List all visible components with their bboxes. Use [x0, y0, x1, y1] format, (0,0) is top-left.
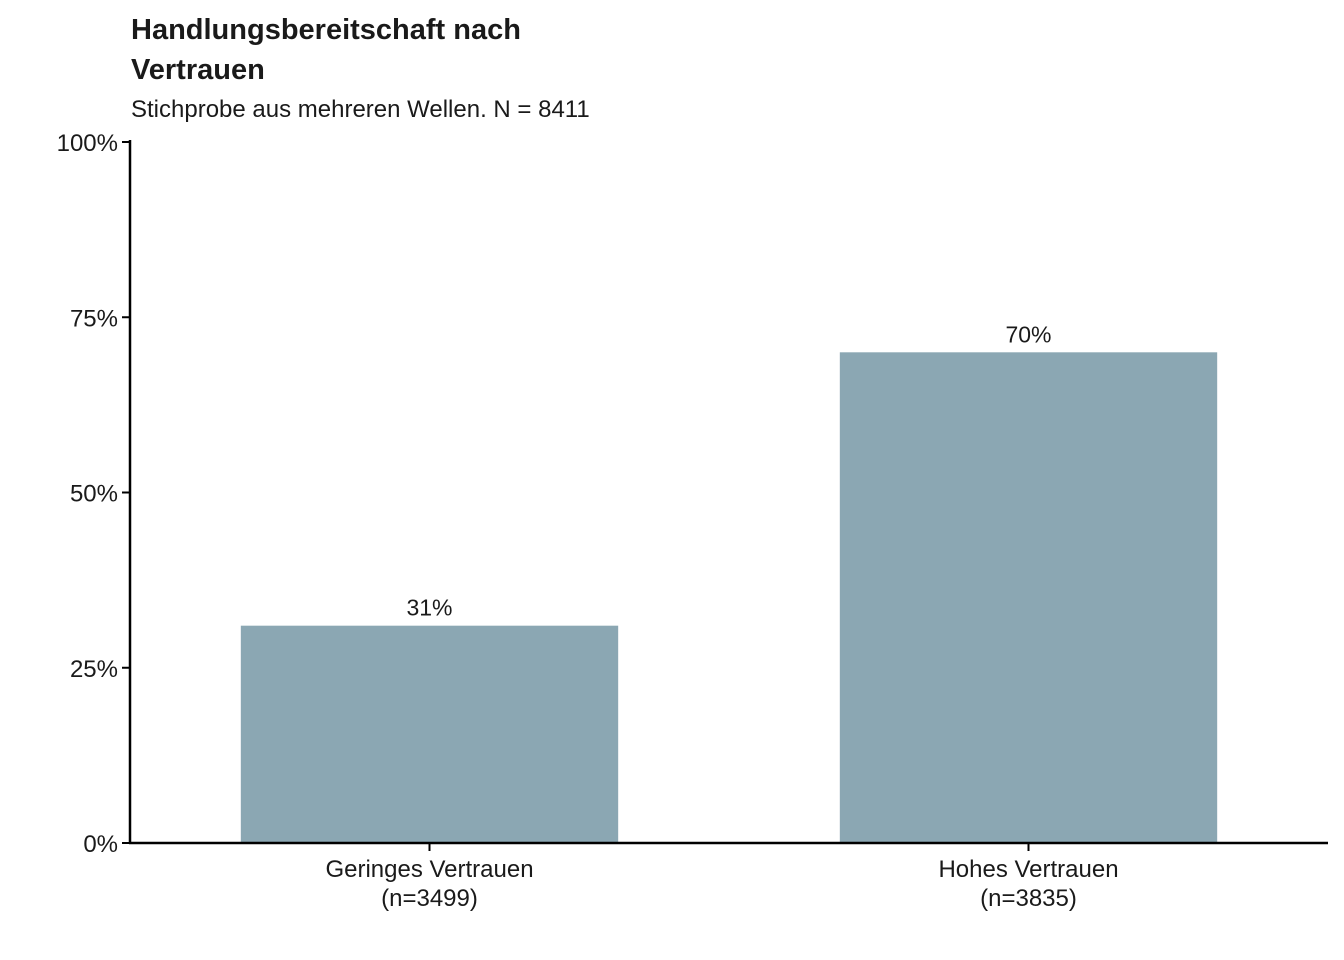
bar-value-label: 31% [406, 595, 452, 621]
y-tick-label: 50% [70, 481, 118, 508]
y-tick-label: 0% [83, 831, 118, 858]
y-tick-label: 75% [70, 305, 118, 332]
bar [839, 352, 1218, 843]
chart-subtitle: Stichprobe aus mehreren Wellen. N = 8411 [131, 96, 590, 123]
chart-title: Handlungsbereitschaft nach Vertrauen [131, 14, 521, 86]
y-tick-label: 25% [70, 656, 118, 683]
bar [240, 625, 619, 843]
y-tick-label: 100% [57, 130, 118, 157]
bar-value-label: 70% [1005, 321, 1051, 347]
x-tick-label: Geringes Vertrauen (n=3499) [325, 856, 533, 912]
x-tick-label: Hohes Vertrauen (n=3835) [938, 856, 1118, 912]
